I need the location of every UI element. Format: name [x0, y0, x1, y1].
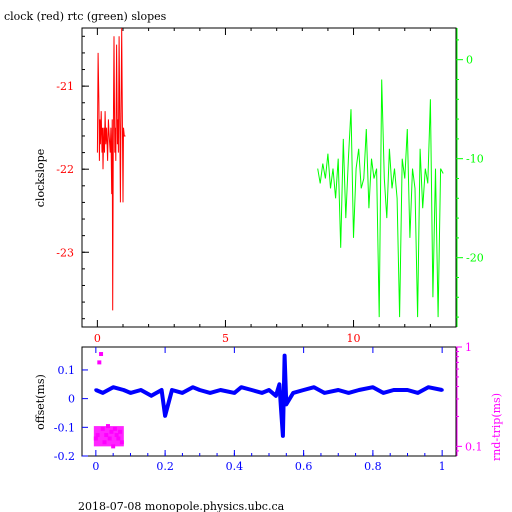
bottom-x-tick-label: 0.4: [226, 460, 244, 473]
offset-point: [94, 388, 98, 392]
offset-point: [392, 388, 396, 392]
bottom-y-tick-label: -0.1: [54, 421, 75, 434]
bottom-y-tick-label: -0.2: [54, 450, 75, 463]
offset-point: [440, 388, 444, 392]
bottom-y-tick-label: 0: [68, 393, 75, 406]
offset-series: [95, 353, 443, 438]
offset-point: [239, 385, 243, 389]
offset-point: [218, 388, 223, 392]
offset-point: [232, 391, 236, 395]
offset-point: [277, 382, 281, 386]
offset-point: [111, 385, 115, 389]
offset-point: [163, 414, 167, 418]
offset-point: [170, 388, 174, 392]
offset-point: [405, 388, 410, 392]
top-axes: 0 5 10 -21 -22 -23 0 -10 -20: [56, 28, 484, 345]
offset-point: [121, 388, 126, 392]
bottom-x-tick-label: 0.2: [156, 460, 174, 473]
bottom-y-axis-label: offset(ms): [34, 374, 47, 430]
top-y-right-tick-label: 0: [466, 54, 473, 67]
top-y-left-tick-label: -22: [56, 163, 74, 176]
bottom-y-tick-label: 0.1: [58, 364, 76, 377]
top-y-axis-label: clockslope: [34, 149, 47, 207]
top-series: [96, 27, 444, 318]
offset-point: [149, 394, 153, 398]
top-panel: 0 5 10 -21 -22 -23 0 -10 -20 clockslope: [34, 27, 484, 345]
top-x-tick-label: 10: [347, 332, 361, 345]
bottom-x-tick-label: 1: [439, 460, 446, 473]
offset-point: [302, 388, 306, 392]
bottom-panel: 0 0.2 0.4 0.6 0.8 1 0.1 0 -0.1 -0.2 1 0.1 offset(ms…: [34, 341, 503, 473]
offset-point: [282, 354, 287, 358]
top-y-right-tick-label: -20: [466, 252, 484, 265]
bottom-plot-frame: [81, 346, 457, 457]
offset-point: [279, 408, 283, 412]
offset-point: [426, 385, 430, 389]
offset-point: [260, 391, 264, 395]
round-trip-point: [99, 352, 104, 357]
footer-caption: 2018-07-08 monopole.physics.ubc.ca: [78, 500, 285, 512]
offset-point: [101, 391, 105, 395]
offset-point: [381, 391, 385, 395]
offset-point: [336, 388, 340, 392]
round-trip-point: [97, 360, 102, 365]
offset-point: [208, 391, 212, 395]
top-y-right-tick-label: -10: [466, 153, 484, 166]
bottom-y2-tick-label: 1: [465, 341, 472, 354]
offset-point: [128, 391, 133, 395]
offset-point: [371, 385, 375, 389]
bottom-y2-tick-label: 0.1: [465, 440, 483, 453]
top-x-tick-label: 5: [222, 332, 229, 345]
offset-point: [274, 394, 278, 398]
bottom-axes: 0 0.2 0.4 0.6 0.8 1 0.1 0 -0.1 -0.2 1 0.1: [54, 341, 483, 473]
offset-point: [322, 391, 327, 395]
offset-point: [139, 388, 143, 392]
chart-title: clock (red) rtc (green) slopes: [4, 10, 167, 23]
bottom-series: [93, 352, 444, 449]
offset-point: [250, 388, 254, 392]
top-plot-frame: [81, 27, 457, 328]
offset-point: [416, 391, 420, 395]
offset-point: [180, 391, 185, 395]
offset-point: [291, 391, 295, 395]
offset-point: [357, 388, 361, 392]
offset-point: [347, 391, 351, 395]
offset-point: [160, 388, 164, 392]
offset-point: [281, 434, 285, 438]
offset-point: [312, 385, 316, 389]
clock-slope-series: [96, 27, 126, 311]
offset-point: [284, 402, 288, 406]
top-y-left-tick-label: -23: [56, 246, 74, 259]
bottom-x-tick-label: 0.8: [364, 460, 382, 473]
bottom-x-tick-label: 0: [92, 460, 99, 473]
top-x-tick-label: 0: [94, 332, 101, 345]
offset-point: [198, 388, 202, 392]
offset-point: [267, 388, 271, 392]
offset-point: [191, 385, 195, 389]
top-y-left-tick-label: -21: [56, 80, 74, 93]
round-trip-cluster: [93, 426, 124, 447]
bottom-x-tick-label: 0.6: [295, 460, 313, 473]
bottom-y2-axis-label: rnd-trip(ms): [490, 393, 503, 461]
rtc-slope-series: [317, 79, 444, 318]
